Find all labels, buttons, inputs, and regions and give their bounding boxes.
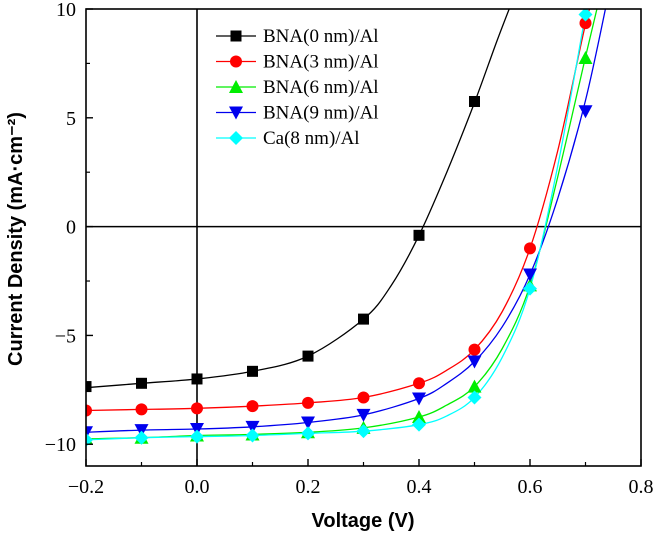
- data-point-1: [135, 403, 148, 416]
- legend-marker: [230, 30, 242, 42]
- legend-label: BNA(9 nm)/Al: [263, 103, 379, 124]
- x-tick-label: 0.8: [629, 476, 654, 498]
- data-point-2: [412, 410, 426, 424]
- legend-marker: [230, 55, 242, 68]
- data-point-1: [302, 396, 314, 409]
- legend-label: BNA(3 nm)/Al: [263, 52, 379, 73]
- data-point-1: [579, 17, 592, 30]
- data-point-3: [245, 420, 260, 434]
- data-point-0: [136, 377, 147, 389]
- axis-ticks: [85, 8, 642, 466]
- data-point-3: [467, 355, 482, 369]
- data-point-4: [523, 281, 537, 296]
- data-point-3: [578, 105, 593, 119]
- data-point-3: [523, 268, 537, 282]
- data-point-1: [191, 402, 203, 415]
- x-tick-label: 0.4: [407, 476, 432, 498]
- data-point-4: [578, 9, 593, 22]
- legend: BNA(0 nm)/Al BNA(3 nm)/Al BNA(6 nm)/Al BNA(…: [216, 26, 379, 149]
- y-tick-label: 5: [66, 108, 76, 130]
- data-point-4: [356, 424, 371, 439]
- y-tick-label: 10: [56, 0, 76, 21]
- x-axis-title: Voltage (V): [312, 510, 415, 532]
- y-axis-title: Current Density (mA·cm⁻²): [5, 112, 27, 366]
- data-point-4: [245, 428, 260, 443]
- data-point-0: [413, 229, 425, 241]
- data-point-1: [246, 400, 259, 413]
- x-tick-label: 0.6: [518, 476, 543, 498]
- data-point-3: [190, 423, 204, 437]
- data-point-0: [191, 373, 203, 385]
- data-point-0: [358, 313, 369, 325]
- y-tick-label: −5: [55, 325, 76, 347]
- legend-marker: [229, 106, 243, 120]
- legend-marker: [229, 131, 243, 145]
- data-point-3: [412, 392, 426, 406]
- data-point-3: [301, 416, 315, 430]
- data-point-4: [412, 417, 426, 432]
- x-tick-label: −0.2: [68, 476, 104, 498]
- y-tick-label: 0: [66, 217, 76, 239]
- data-point-3: [134, 424, 149, 438]
- data-point-2: [467, 379, 482, 393]
- data-point-0: [302, 350, 314, 362]
- legend-label: BNA(0 nm)/Al: [263, 26, 379, 47]
- data-point-4: [190, 429, 204, 444]
- data-point-3: [356, 408, 371, 422]
- markers: [86, 9, 593, 447]
- series-line-4: [86, 9, 588, 441]
- data-point-1: [413, 377, 425, 390]
- series-line-1: [86, 9, 591, 412]
- y-tick-label: −10: [45, 434, 76, 456]
- legend-label: BNA(6 nm)/Al: [263, 77, 379, 98]
- data-point-4: [301, 426, 315, 441]
- x-tick-label: 0.2: [296, 476, 321, 498]
- series-line-3: [86, 9, 607, 433]
- data-point-1: [524, 242, 536, 255]
- data-point-1: [468, 343, 481, 356]
- data-point-0: [469, 95, 480, 107]
- data-point-4: [134, 430, 149, 445]
- data-point-4: [467, 390, 482, 405]
- legend-label: Ca(8 nm)/Al: [263, 128, 360, 149]
- series-line-2: [86, 9, 598, 440]
- data-point-1: [86, 404, 92, 417]
- data-point-4: [86, 432, 93, 447]
- data-point-0: [247, 365, 258, 377]
- tick-labels: −0.2 0.0 0.2 0.4 0.6 0.8 −10 −5 0 5 10: [45, 0, 654, 498]
- legend-marker: [229, 80, 243, 93]
- data-point-0: [86, 381, 92, 393]
- x-tick-label: 0.0: [185, 476, 210, 498]
- data-point-2: [578, 50, 593, 64]
- data-point-1: [357, 391, 370, 404]
